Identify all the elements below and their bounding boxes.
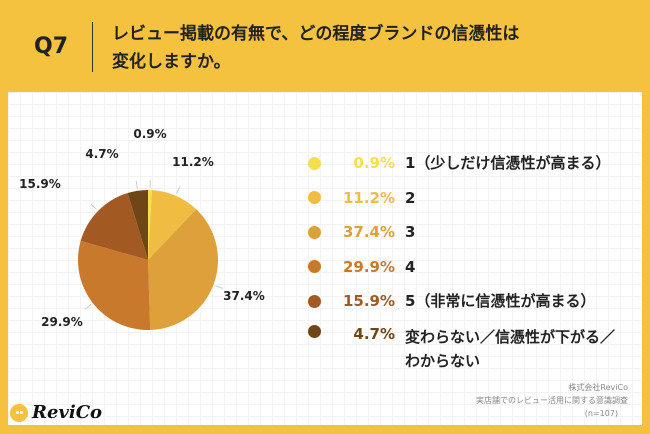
data-label: 4.7%	[85, 147, 118, 161]
legend-label: 1（少しだけ信憑性が高まる）	[405, 154, 611, 172]
pie-slice-3	[148, 209, 218, 330]
leader-line	[176, 186, 181, 195]
credit: 株式会社ReviCo 実店舗でのレビュー活用に関する意識調査 (n=107)	[476, 381, 628, 420]
legend-item: 11.2% 2	[308, 187, 415, 209]
data-label: 29.9%	[41, 315, 83, 329]
legend-percent: 37.4%	[342, 223, 395, 241]
legend-percent: 11.2%	[342, 188, 395, 207]
legend-dot-icon	[308, 260, 321, 273]
title-line-2: 変化しますか。	[112, 52, 231, 72]
question-number: Q7	[34, 34, 69, 59]
legend-item: 15.9% 5（非常に信憑性が高まる）	[308, 290, 595, 312]
divider	[92, 22, 93, 72]
legend-dot-icon	[308, 294, 321, 308]
leader-line	[90, 203, 97, 210]
legend-label: 変わらない／信憑性が下がる／ わからない	[405, 327, 616, 370]
sample-size: (n=107)	[584, 409, 618, 418]
pie-slice-2	[148, 190, 197, 260]
legend-percent: 29.9%	[342, 257, 395, 276]
logo-text: ReviCo	[32, 402, 103, 423]
revico-logo: ReviCo	[10, 402, 102, 423]
legend-label: 4	[405, 257, 416, 276]
legend-dot-icon	[308, 324, 321, 338]
legend-item: 4.7% 変わらない／信憑性が下がる／ わからない	[308, 324, 615, 370]
data-label: 15.9%	[19, 177, 61, 191]
data-label: 0.9%	[133, 127, 166, 141]
data-label: 37.4%	[223, 289, 265, 303]
leader-line	[84, 303, 92, 310]
legend-percent: 4.7%	[353, 324, 395, 343]
legend-percent: 15.9%	[342, 292, 395, 310]
legend-percent: 0.9%	[353, 154, 395, 172]
leader-line	[215, 285, 223, 289]
legend-label: 3	[405, 223, 416, 241]
legend-item: 37.4% 3	[308, 221, 415, 243]
legend-dot-icon	[308, 156, 321, 170]
page-title: レビュー掲載の有無で、どの程度ブランドの信憑性は 変化しますか。	[112, 20, 632, 76]
pie-slice-5	[80, 193, 148, 260]
legend-item: 29.9% 4	[308, 256, 415, 278]
company-name: 株式会社ReviCo	[568, 383, 628, 392]
legend-dot-icon	[308, 191, 321, 204]
legend-item: 0.9% 1（少しだけ信憑性が高まる）	[308, 152, 610, 174]
leader-line	[135, 180, 138, 189]
survey-name: 実店舗でのレビュー活用に関する意識調査	[476, 396, 628, 405]
legend-label: 2	[405, 188, 416, 207]
chat-bubble-icon	[10, 403, 28, 422]
legend-dot-icon	[308, 225, 321, 239]
pie-slice-4	[77, 240, 151, 330]
pie-slice-6	[127, 190, 148, 260]
title-line-1: レビュー掲載の有無で、どの程度ブランドの信憑性は	[112, 24, 520, 44]
pie-slice-1	[148, 190, 152, 260]
data-label: 11.2%	[172, 155, 214, 169]
legend-label: 5（非常に信憑性が高まる）	[405, 292, 596, 310]
